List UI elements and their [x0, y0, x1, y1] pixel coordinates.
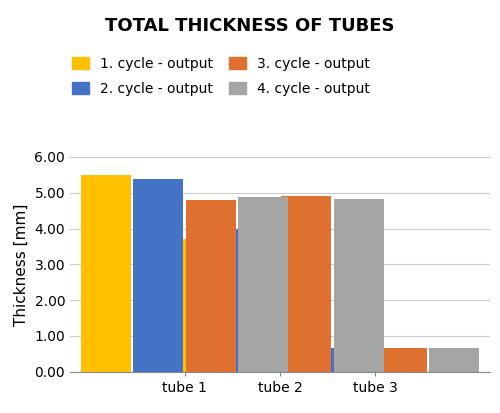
- Bar: [186, 200, 236, 372]
- Bar: [134, 180, 183, 372]
- Bar: [324, 348, 374, 372]
- Bar: [282, 196, 331, 372]
- Bar: [430, 349, 479, 372]
- Bar: [229, 228, 278, 372]
- Bar: [238, 197, 288, 372]
- Y-axis label: Thickness [mm]: Thickness [mm]: [14, 203, 29, 325]
- Legend: 1. cycle - output, 2. cycle - output, 3. cycle - output, 4. cycle - output: 1. cycle - output, 2. cycle - output, 3.…: [72, 57, 370, 96]
- Bar: [81, 175, 130, 372]
- Bar: [334, 199, 384, 372]
- Bar: [377, 349, 426, 372]
- Bar: [272, 336, 322, 372]
- Text: TOTAL THICKNESS OF TUBES: TOTAL THICKNESS OF TUBES: [105, 17, 395, 35]
- Bar: [176, 239, 226, 372]
